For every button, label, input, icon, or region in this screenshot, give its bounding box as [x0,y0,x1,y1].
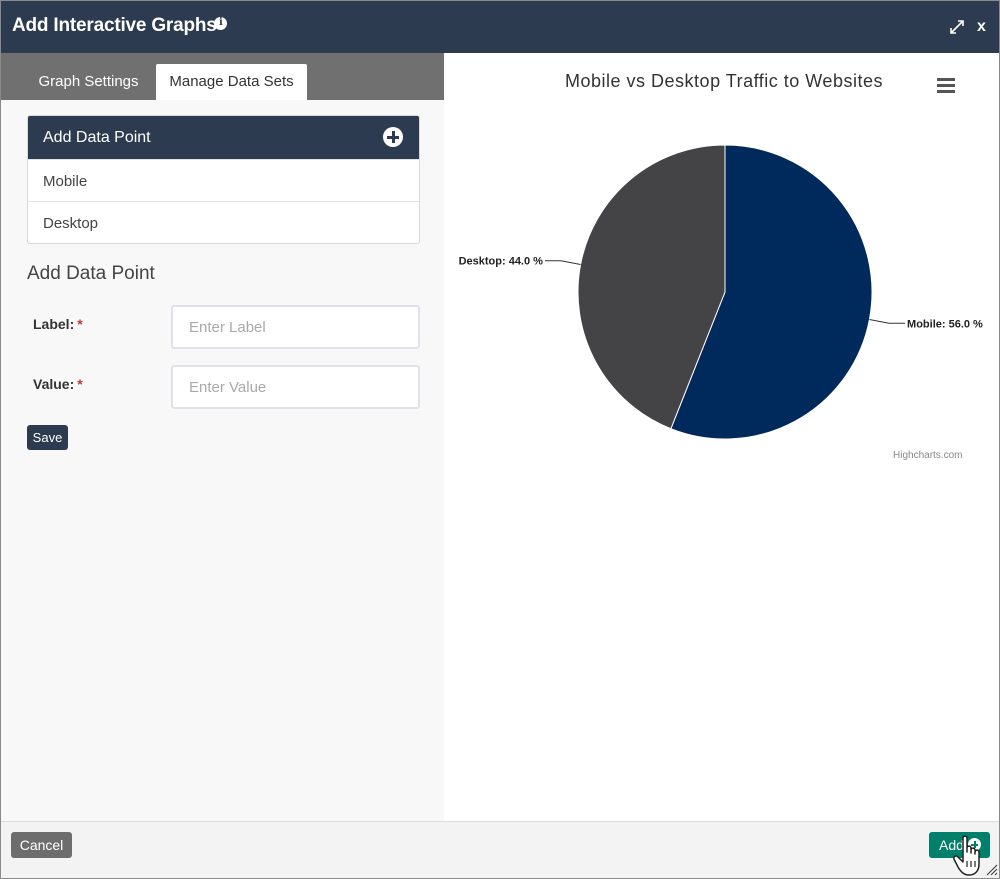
pie-chart: Mobile: 56.0 % Desktop: 44.0 % [459,144,983,440]
pie-slice-desktop[interactable] [577,144,726,430]
info-icon[interactable]: i [214,17,227,30]
resize-handle-icon[interactable] [985,863,998,876]
data-point-list-header: Add Data Point [28,116,419,159]
chart-panel: Mobile vs Desktop Traffic to Websites Mo… [444,53,999,821]
save-button[interactable]: Save [27,425,68,450]
form-title: Add Data Point [27,263,155,284]
close-button[interactable]: x [977,18,986,35]
expand-icon[interactable] [948,18,966,36]
hand-cursor-icon [953,835,980,876]
data-point-list: Add Data Point Mobile Desktop [27,115,420,244]
value-input[interactable] [171,365,420,409]
dialog-title: Add Interactive Graphs [12,15,217,36]
chart-credits[interactable]: Highcharts.com [893,450,963,461]
label-input[interactable] [171,305,420,349]
pie-connector-mobile [869,319,906,324]
pie-data-label-mobile: Mobile: 56.0 % [907,318,983,330]
data-point-list-title: Add Data Point [43,129,151,146]
dialog-titlebar: Add Interactive Graphs i x [1,1,999,53]
label-field-label: Label: * [33,316,83,332]
pie-data-label-desktop: Desktop: 44.0 % [459,256,544,268]
chart-title: Mobile vs Desktop Traffic to Websites [565,71,883,91]
value-field-label: Value: * [33,376,83,392]
hamburger-menu-icon[interactable] [937,78,955,93]
tab-bar: Graph Settings Manage Data Sets [1,53,444,100]
data-point-item-mobile[interactable]: Mobile [28,159,419,201]
add-data-point-icon[interactable] [383,127,403,147]
left-panel: Graph Settings Manage Data Sets Add Data… [1,53,444,821]
required-marker: * [77,376,83,392]
add-button-label: Add [939,837,964,853]
dialog-footer: Cancel Add [1,821,999,878]
data-point-item-desktop[interactable]: Desktop [28,201,419,243]
cancel-button[interactable]: Cancel [11,832,72,858]
tab-manage-data-sets[interactable]: Manage Data Sets [156,64,307,100]
tab-graph-settings[interactable]: Graph Settings [38,73,139,90]
pie-connector-desktop [544,260,581,265]
required-marker: * [77,316,83,332]
